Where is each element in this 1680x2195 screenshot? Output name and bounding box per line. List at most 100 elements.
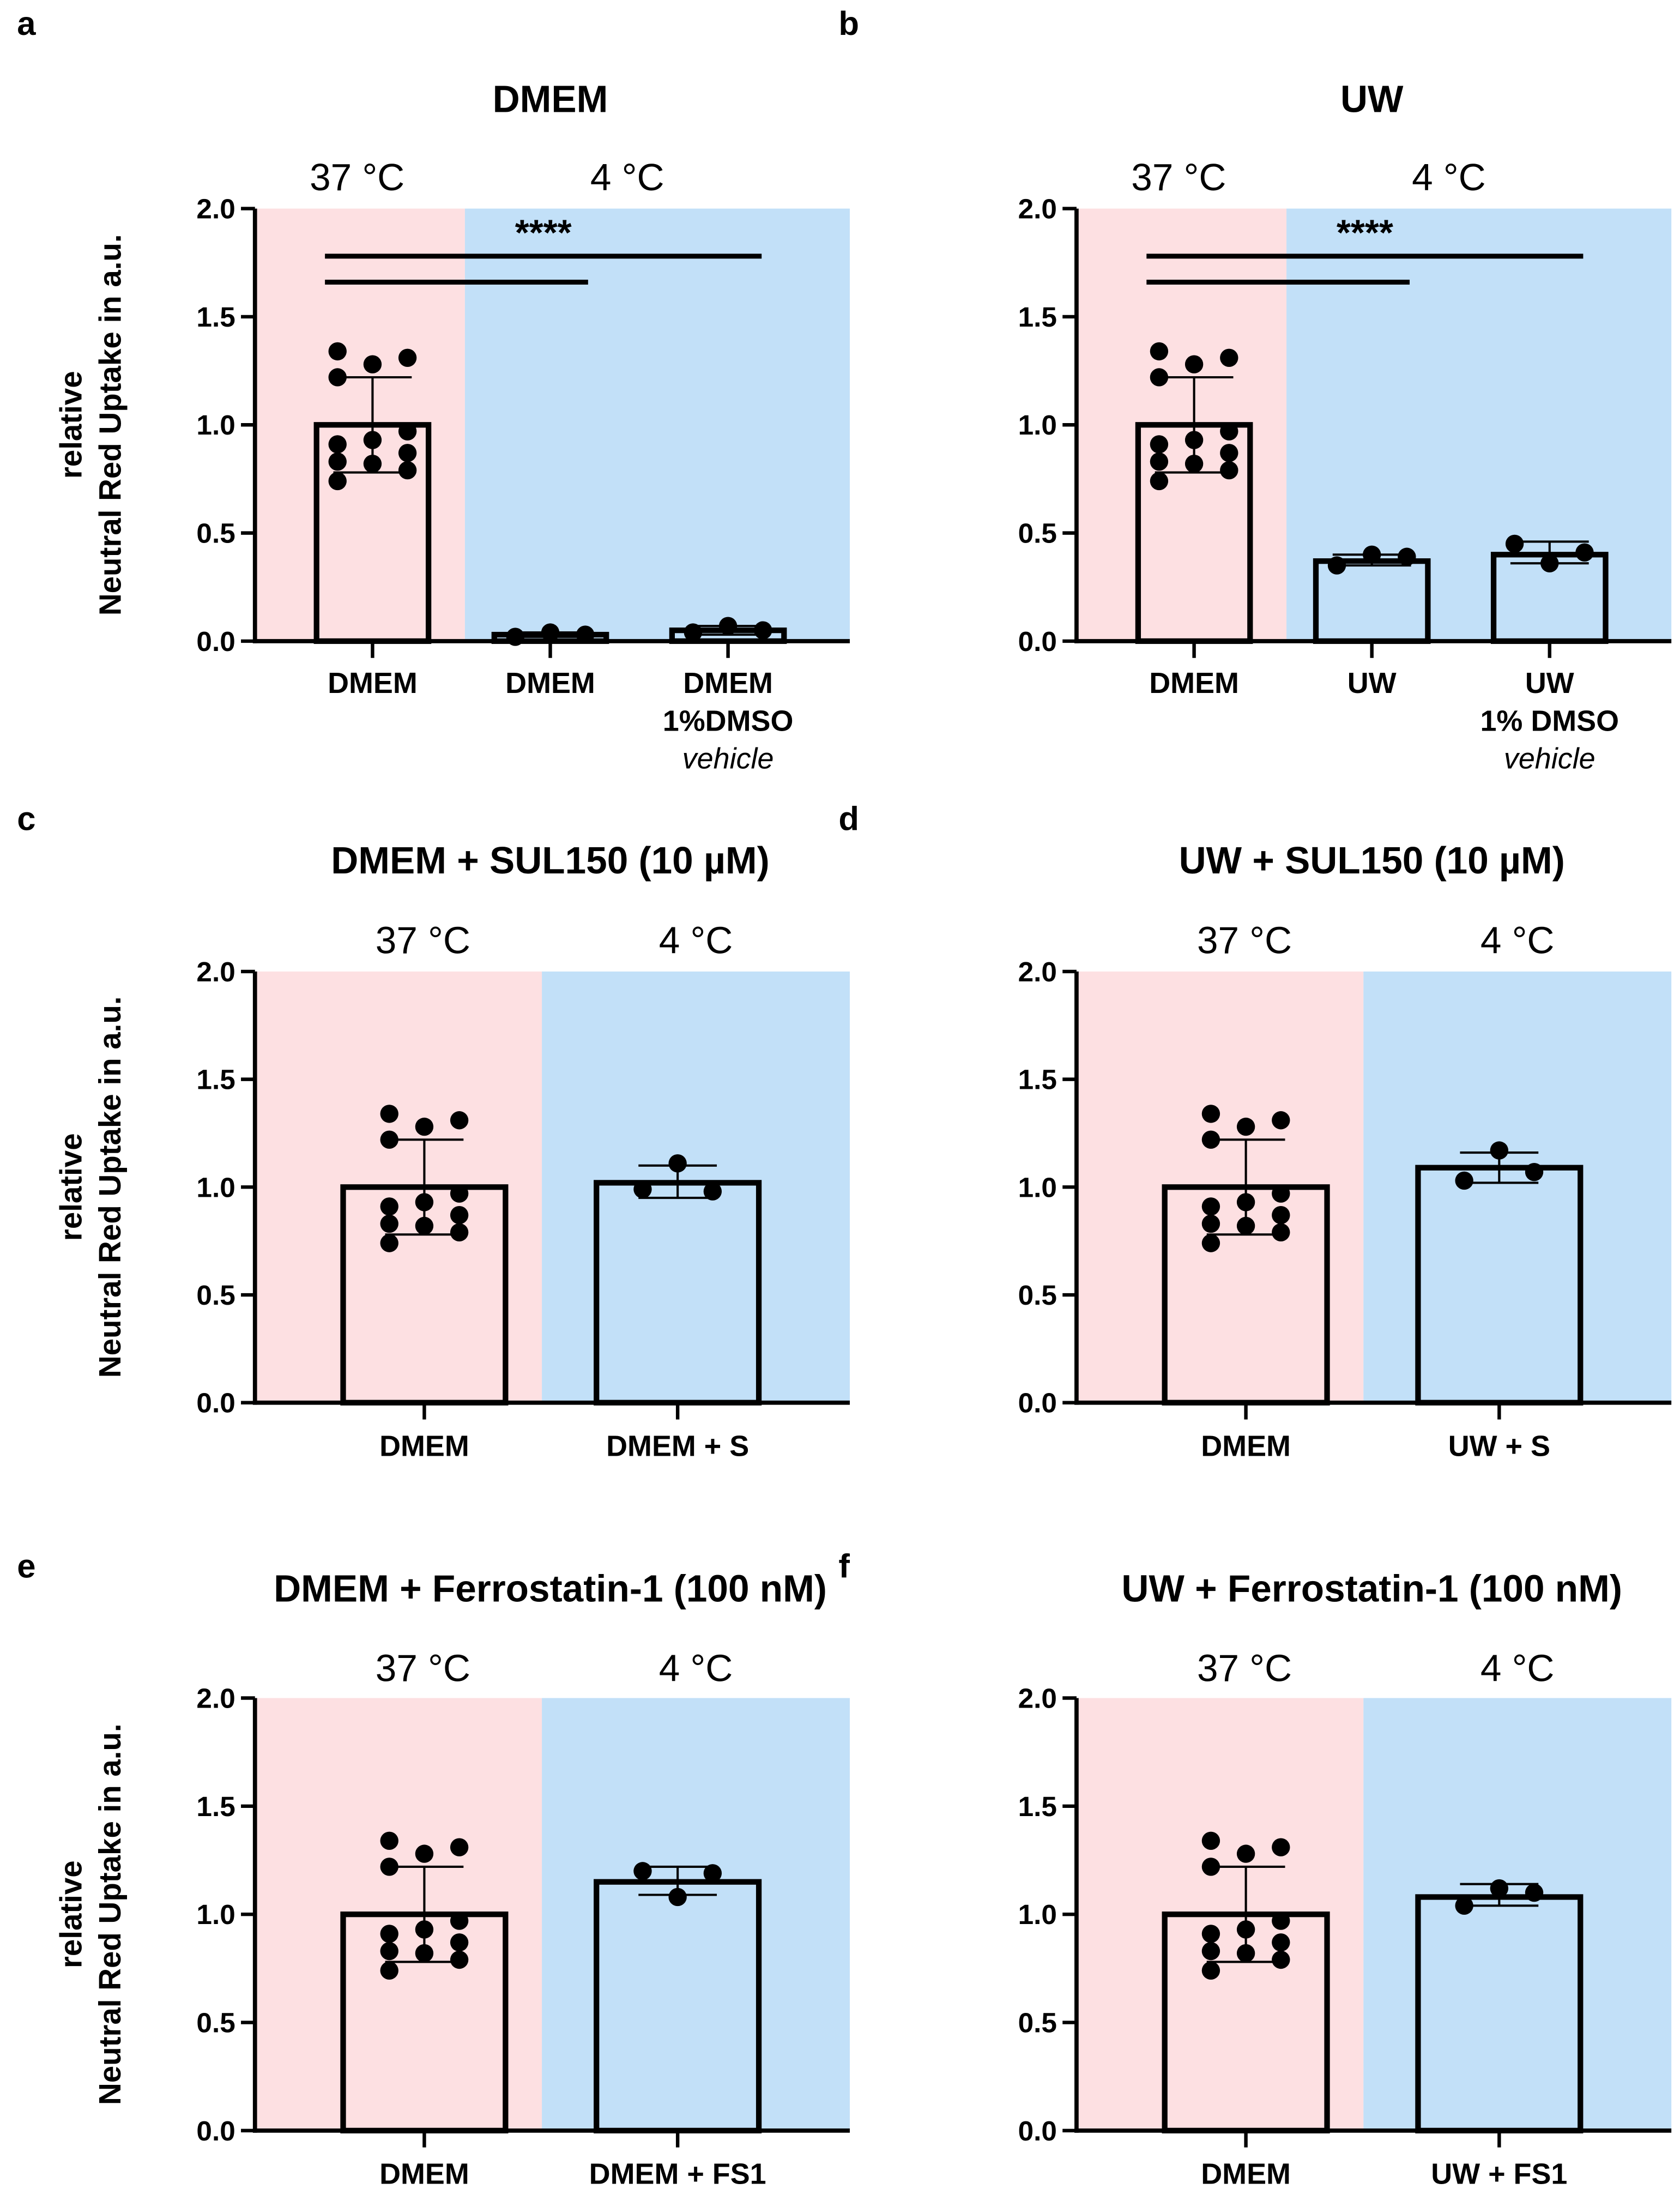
data-point	[1272, 1933, 1290, 1952]
x-tick-label: 1%DMSO	[663, 704, 794, 737]
y-tick-label: 1.0	[1018, 1172, 1057, 1203]
data-point	[1236, 1117, 1255, 1136]
y-tick-label: 0.5	[1018, 1280, 1057, 1311]
y-tick-label: 0.0	[1018, 2115, 1057, 2146]
data-point	[363, 454, 382, 473]
data-point	[1150, 453, 1169, 471]
y-tick-label: 1.5	[196, 301, 235, 333]
data-point	[1575, 543, 1594, 562]
y-axis-label: Neutral Red Uptake in a.u.	[93, 1723, 127, 2105]
data-point	[1505, 534, 1524, 553]
data-point	[1220, 348, 1238, 367]
data-point	[1236, 1193, 1255, 1211]
panel-label: d	[838, 800, 859, 838]
data-point	[668, 1154, 687, 1173]
x-tick-label: 1% DMSO	[1480, 704, 1619, 737]
data-point	[450, 1223, 469, 1242]
data-point	[1201, 1130, 1220, 1149]
y-tick-label: 1.5	[196, 1064, 235, 1095]
data-point	[1272, 1184, 1290, 1203]
data-point	[1220, 422, 1238, 441]
data-point	[328, 342, 347, 361]
data-point	[1540, 554, 1559, 572]
bar	[594, 1879, 762, 2134]
x-tick-label: DMEM	[328, 667, 418, 699]
panel-e: e DMEM + Ferrostatin-1 (100 nM) 37 °C 4 °C r…	[17, 1548, 850, 2190]
data-point	[380, 1858, 398, 1876]
temperature-label: 4 °C	[590, 156, 664, 198]
data-point	[380, 1961, 398, 1980]
x-tick-label: DMEM	[1201, 1430, 1291, 1462]
y-tick-label: 2.0	[196, 1683, 235, 1714]
data-point	[1201, 1941, 1220, 1961]
chart-title: DMEM + SUL150 (10 µM)	[331, 839, 769, 882]
data-point	[363, 355, 382, 373]
y-tick-label: 0.5	[196, 518, 235, 549]
x-tick-label-italic: vehicle	[1504, 743, 1596, 775]
y-axis-label: relative	[53, 1133, 88, 1241]
data-point	[1398, 547, 1416, 566]
data-point	[1525, 1883, 1544, 1902]
y-tick-label: 1.0	[196, 1172, 235, 1203]
data-point	[633, 1862, 652, 1880]
x-tick-label: UW	[1525, 667, 1574, 699]
temperature-label: 4 °C	[659, 919, 733, 962]
data-point	[1236, 1844, 1255, 1863]
data-point	[1272, 1911, 1290, 1930]
x-tick-label: DMEM	[379, 1430, 469, 1462]
data-point	[703, 1864, 722, 1883]
y-tick-label: 0.0	[196, 1388, 235, 1419]
data-point	[1185, 431, 1204, 449]
panel-label: e	[17, 1548, 35, 1585]
y-tick-label: 1.0	[1018, 1899, 1057, 1930]
data-point	[1185, 355, 1204, 373]
y-tick-label: 1.0	[196, 1899, 235, 1930]
significance-label: ****	[1337, 213, 1393, 253]
temperature-label: 37 °C	[310, 156, 404, 198]
data-point	[363, 431, 382, 449]
temperature-label: 4 °C	[1480, 1647, 1555, 1690]
data-point	[1150, 342, 1169, 361]
data-point	[380, 1831, 398, 1850]
panel-a: a DMEM 37 °C 4 °C relative Neutral Red Uptake…	[17, 5, 850, 775]
data-point	[1490, 1879, 1509, 1898]
x-tick-label: DMEM	[379, 2157, 469, 2190]
data-point	[398, 348, 417, 367]
data-point	[1362, 545, 1381, 564]
y-tick-label: 0.5	[196, 1280, 235, 1311]
data-point	[541, 623, 560, 642]
data-point	[754, 621, 772, 640]
data-point	[380, 1197, 398, 1216]
y-axis-label: relative	[53, 1860, 88, 1968]
data-point	[1185, 454, 1204, 473]
chart-title: UW	[1340, 77, 1404, 120]
y-axis-label: Neutral Red Uptake in a.u.	[93, 234, 127, 616]
data-point	[415, 1117, 434, 1136]
temperature-label: 37 °C	[1131, 156, 1226, 198]
x-tick-label-italic: vehicle	[682, 743, 774, 775]
data-point	[1201, 1858, 1220, 1876]
panel-label: c	[17, 800, 35, 838]
data-point	[328, 368, 347, 387]
bar	[1415, 1165, 1584, 1406]
data-point	[1272, 1111, 1290, 1130]
y-tick-label: 0.0	[196, 2115, 235, 2146]
data-point	[1220, 444, 1238, 462]
data-point	[415, 1944, 434, 1963]
temperature-label: 4 °C	[1480, 919, 1555, 962]
data-point	[1150, 472, 1169, 491]
bar	[1313, 558, 1431, 644]
data-point	[684, 623, 703, 642]
data-point	[1201, 1234, 1220, 1252]
y-axis-label: Neutral Red Uptake in a.u.	[93, 996, 127, 1378]
data-point	[380, 1234, 398, 1252]
y-tick-label: 1.5	[196, 1791, 235, 1822]
panel-b: b UW 37 °C 4 °C DMEM UW UW 1% DMSO vehicle 0.0 0.5…	[838, 5, 1672, 775]
y-tick-label: 2.0	[196, 194, 235, 225]
chart-title: DMEM	[493, 77, 608, 120]
temperature-label: 37 °C	[376, 1647, 470, 1690]
data-point	[380, 1925, 398, 1943]
y-tick-label: 1.5	[1018, 1791, 1057, 1822]
data-point	[450, 1838, 469, 1856]
x-tick-label: DMEM	[505, 667, 595, 699]
